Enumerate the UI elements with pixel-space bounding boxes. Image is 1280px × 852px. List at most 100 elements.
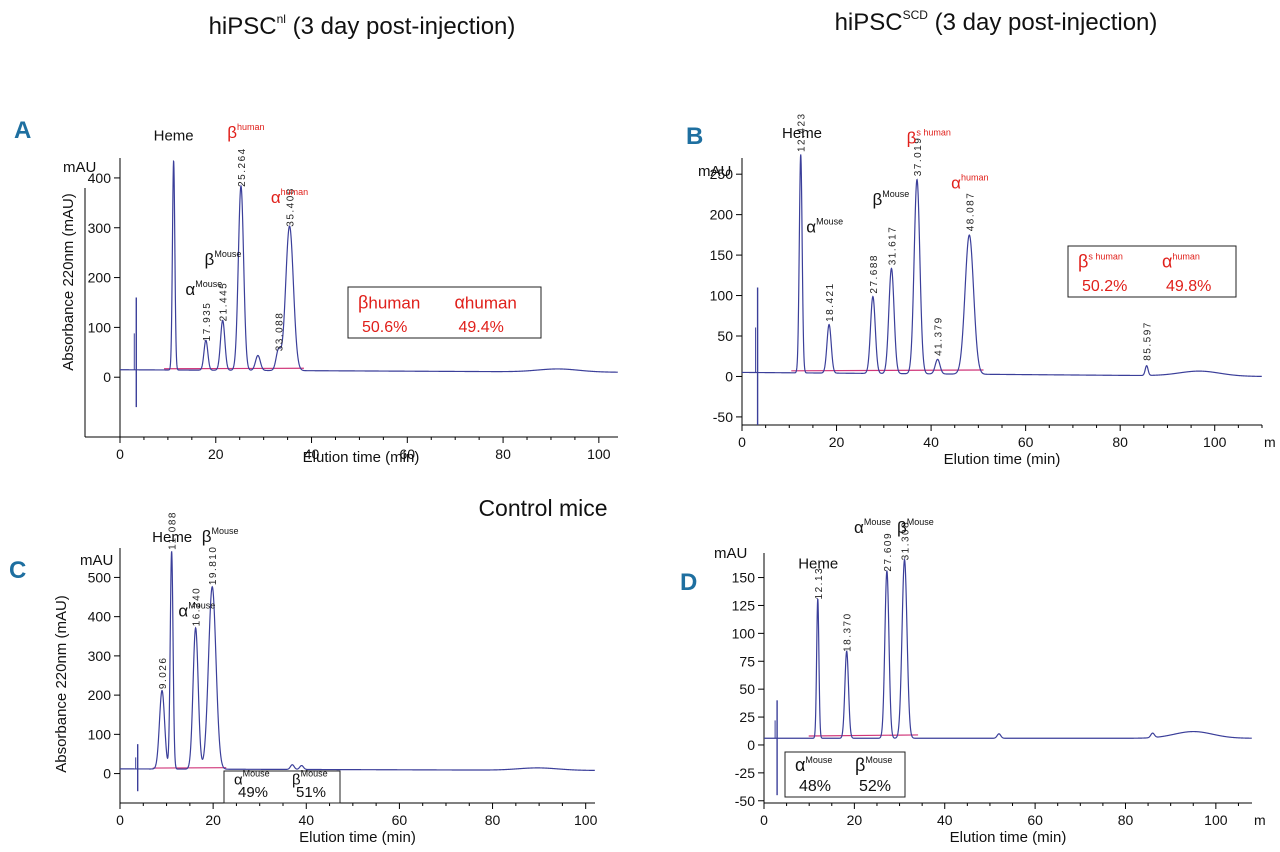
annotation-symbol: β: [205, 250, 215, 269]
annotation-symbol: Heme: [154, 128, 194, 145]
annotation-symbol: β: [907, 128, 917, 147]
x-tick-label: 40: [937, 812, 953, 828]
legend-value: 50.6%: [362, 319, 407, 336]
annotation-symbol: α: [854, 518, 864, 537]
y-tick-label: 50: [739, 681, 755, 697]
legend-subscript: human: [1172, 251, 1200, 261]
peak-label: 31.308: [901, 521, 912, 561]
legend-entry-label: αMouse: [234, 768, 270, 788]
legend-symbol: β: [1078, 251, 1088, 271]
x-tick-label: 80: [485, 812, 501, 828]
chart-panel-b: 0 20 40 60 80 100 -50 0 50 100 150 200 250 m Elution t…: [686, 112, 1276, 468]
annotation-symbol: Heme: [152, 529, 192, 546]
peak-label: 85.597: [1143, 321, 1154, 361]
x-tick-label: 0: [116, 812, 124, 828]
x-tick-label: 0: [116, 446, 124, 462]
x-tick-label: 0: [760, 812, 768, 828]
legend-box: [347, 286, 542, 339]
unit-label: mAU: [698, 163, 731, 180]
annotation-superscript: Mouse: [907, 517, 934, 527]
legend-entry-label: βMouse: [292, 768, 328, 788]
x-tick-label: 0: [738, 434, 746, 450]
peak-label: 48.087: [965, 192, 976, 232]
legend-subscript: human: [465, 293, 517, 312]
panel-letter: A: [14, 117, 31, 144]
x-tick-label: 100: [587, 446, 611, 462]
panel-letter: C: [9, 557, 26, 584]
panel-letter: D: [680, 569, 697, 596]
x-tick-label: 60: [1018, 434, 1034, 450]
y-tick-label: 0: [725, 368, 733, 384]
peak-label: 19.810: [208, 546, 219, 586]
legend-entry-label: βhuman: [358, 292, 420, 312]
legend-subscript: human: [368, 293, 420, 312]
annotation-symbol: α: [951, 174, 961, 193]
legend-value: 49%: [238, 784, 268, 801]
y-tick-label: 50: [717, 328, 733, 344]
y-tick-label: 300: [88, 220, 112, 236]
annotation-symbol: β: [873, 190, 883, 209]
y-tick-label: -50: [713, 409, 733, 425]
title-hipsc-scd-rest: (3 day post-injection): [928, 9, 1157, 36]
y-tick-label: 200: [88, 687, 112, 703]
peak-label: 11.088: [168, 511, 179, 550]
annotation-superscript: s human: [916, 127, 951, 137]
x-tick-label: 60: [1027, 812, 1043, 828]
annotation-superscript: Mouse: [212, 526, 239, 536]
y-tick-label: 150: [732, 570, 756, 586]
title-hipsc-nl: hiPSCnl (3 day post-injection): [209, 12, 516, 40]
annotation-symbol: Heme: [782, 125, 822, 142]
legend-symbol: α: [795, 755, 805, 775]
legend-box: [223, 770, 341, 804]
chromatogram-trace: [120, 551, 595, 771]
x-axis-label: Elution time (min): [950, 829, 1067, 846]
legend-value: 49.8%: [1166, 278, 1211, 295]
legend-subscript: s human: [1088, 251, 1123, 261]
x-tick-label: 40: [298, 812, 314, 828]
x-tick-label: 20: [208, 446, 224, 462]
control-mice-label: Control mice: [478, 495, 607, 521]
y-tick-label: 100: [710, 288, 734, 304]
legend-symbol: α: [234, 771, 243, 788]
chromatogram-trace: [742, 154, 1262, 378]
annotation-symbol: Heme: [798, 556, 838, 573]
chart-panel-c: 0 20 40 60 80 100 0 100 200 300 400 500 Elution time…: [9, 511, 598, 846]
legend-box: [1067, 245, 1237, 298]
annotation-label: Heme: [152, 529, 192, 546]
chart-panel-a: 0 20 40 60 80 100 0 100 200 300 400 Elution time (m…: [14, 117, 618, 466]
annotation-label: βMouse: [897, 517, 934, 537]
annotation-superscript: human: [237, 122, 265, 132]
y-tick-label: 400: [88, 609, 112, 625]
chromatogram-trace: [120, 159, 618, 373]
x-tick-label: 20: [847, 812, 863, 828]
y-tick-label: 75: [739, 653, 755, 669]
y-tick-label: 400: [88, 170, 112, 186]
legend-subscript: Mouse: [301, 768, 328, 778]
annotation-label: αMouse: [806, 216, 843, 236]
y-tick-label: 500: [88, 569, 112, 585]
x-unit-suffix: m: [1264, 434, 1276, 450]
x-tick-label: 100: [1203, 434, 1227, 450]
peak-label: 37.019: [913, 137, 924, 177]
x-tick-label: 20: [205, 812, 221, 828]
y-tick-label: 200: [88, 270, 112, 286]
panel-letter: B: [686, 123, 703, 150]
annotation-label: βMouse: [873, 189, 910, 209]
y-tick-label: 0: [747, 737, 755, 753]
legend-value: 51%: [296, 784, 326, 801]
title-hipsc-nl-sup: nl: [277, 12, 286, 26]
annotation-label: βhuman: [227, 122, 264, 142]
y-tick-label: 125: [732, 597, 756, 613]
title-hipsc-nl-rest: (3 day post-injection): [286, 13, 515, 40]
annotation-superscript: Mouse: [864, 517, 891, 527]
legend-entry-label: βMouse: [855, 755, 892, 775]
legend-symbol: β: [292, 771, 301, 788]
annotation-superscript: Mouse: [195, 279, 222, 289]
x-tick-label: 40: [304, 446, 320, 462]
y-tick-label: 100: [732, 625, 756, 641]
x-unit-suffix: m: [1254, 812, 1266, 828]
peak-label: 12.423: [797, 112, 808, 152]
annotation-label: Heme: [782, 125, 822, 142]
y-tick-label: 0: [103, 766, 111, 782]
legend-entry-label: αhuman: [1162, 251, 1200, 271]
